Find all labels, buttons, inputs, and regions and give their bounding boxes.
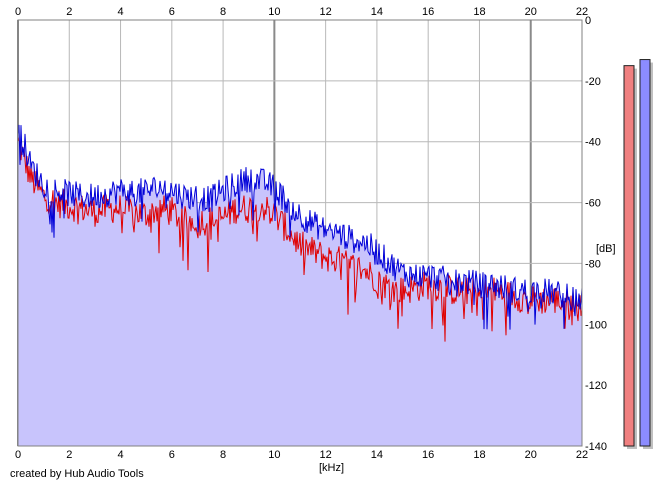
y-tick-label: 0 xyxy=(585,15,591,27)
y-tick-label: -120 xyxy=(585,380,607,392)
x-tick-label-top: 14 xyxy=(371,6,383,18)
x-tick-label-top: 18 xyxy=(473,6,485,18)
x-tick-label-bottom: 12 xyxy=(320,449,332,461)
x-tick-label-bottom: 14 xyxy=(371,449,383,461)
x-tick-label-top: 0 xyxy=(15,6,21,18)
series-red-line xyxy=(17,136,583,342)
x-tick-label-top: 12 xyxy=(320,6,332,18)
x-tick-label-bottom: 2 xyxy=(66,449,72,461)
x-tick-label-bottom: 6 xyxy=(169,449,175,461)
x-tick-label-top: 16 xyxy=(422,6,434,18)
y-tick-labels: 0 -20 -40 -60 -80 -100 -120 -140 xyxy=(585,15,607,453)
y-tick-label: -60 xyxy=(585,198,601,210)
x-tick-label-bottom: 16 xyxy=(422,449,434,461)
x-tick-label-top: 22 xyxy=(576,6,588,18)
x-tick-label-top: 20 xyxy=(525,6,537,18)
x-tick-label-top: 2 xyxy=(66,6,72,18)
x-tick-labels-bottom: 0 2 4 6 8 10 12 14 16 18 20 22 xyxy=(15,449,588,461)
x-tick-label-top: 4 xyxy=(117,6,123,18)
x-tick-label-bottom: 10 xyxy=(268,449,280,461)
x-tick-label-bottom: 8 xyxy=(220,449,226,461)
level-meter-bar xyxy=(639,59,651,447)
x-tick-labels-top: 0 2 4 6 8 10 12 14 16 18 20 22 xyxy=(15,6,588,18)
x-tick-label-top: 10 xyxy=(268,6,280,18)
y-tick-label: -100 xyxy=(585,319,607,331)
x-tick-label-bottom: 4 xyxy=(117,449,123,461)
level-meters xyxy=(623,59,653,450)
x-tick-label-bottom: 20 xyxy=(525,449,537,461)
y-tick-label: -80 xyxy=(585,258,601,270)
spectrum-fill-area xyxy=(18,124,582,447)
y-axis-label: [dB] xyxy=(596,243,616,255)
x-tick-label-bottom: 18 xyxy=(473,449,485,461)
x-tick-label-top: 6 xyxy=(169,6,175,18)
plot-border xyxy=(17,19,583,447)
x-tick-label-top: 8 xyxy=(220,6,226,18)
x-axis-label: [kHz] xyxy=(319,462,344,474)
level-meter-bar xyxy=(623,65,635,447)
series-blue-line xyxy=(17,124,583,330)
credit-text: created by Hub Audio Tools xyxy=(10,468,144,480)
y-tick-label: -140 xyxy=(585,441,607,453)
y-tick-label: -20 xyxy=(585,76,601,88)
y-tick-label: -40 xyxy=(585,137,601,149)
x-tick-label-bottom: 0 xyxy=(15,449,21,461)
x-tick-label-bottom: 22 xyxy=(576,449,588,461)
